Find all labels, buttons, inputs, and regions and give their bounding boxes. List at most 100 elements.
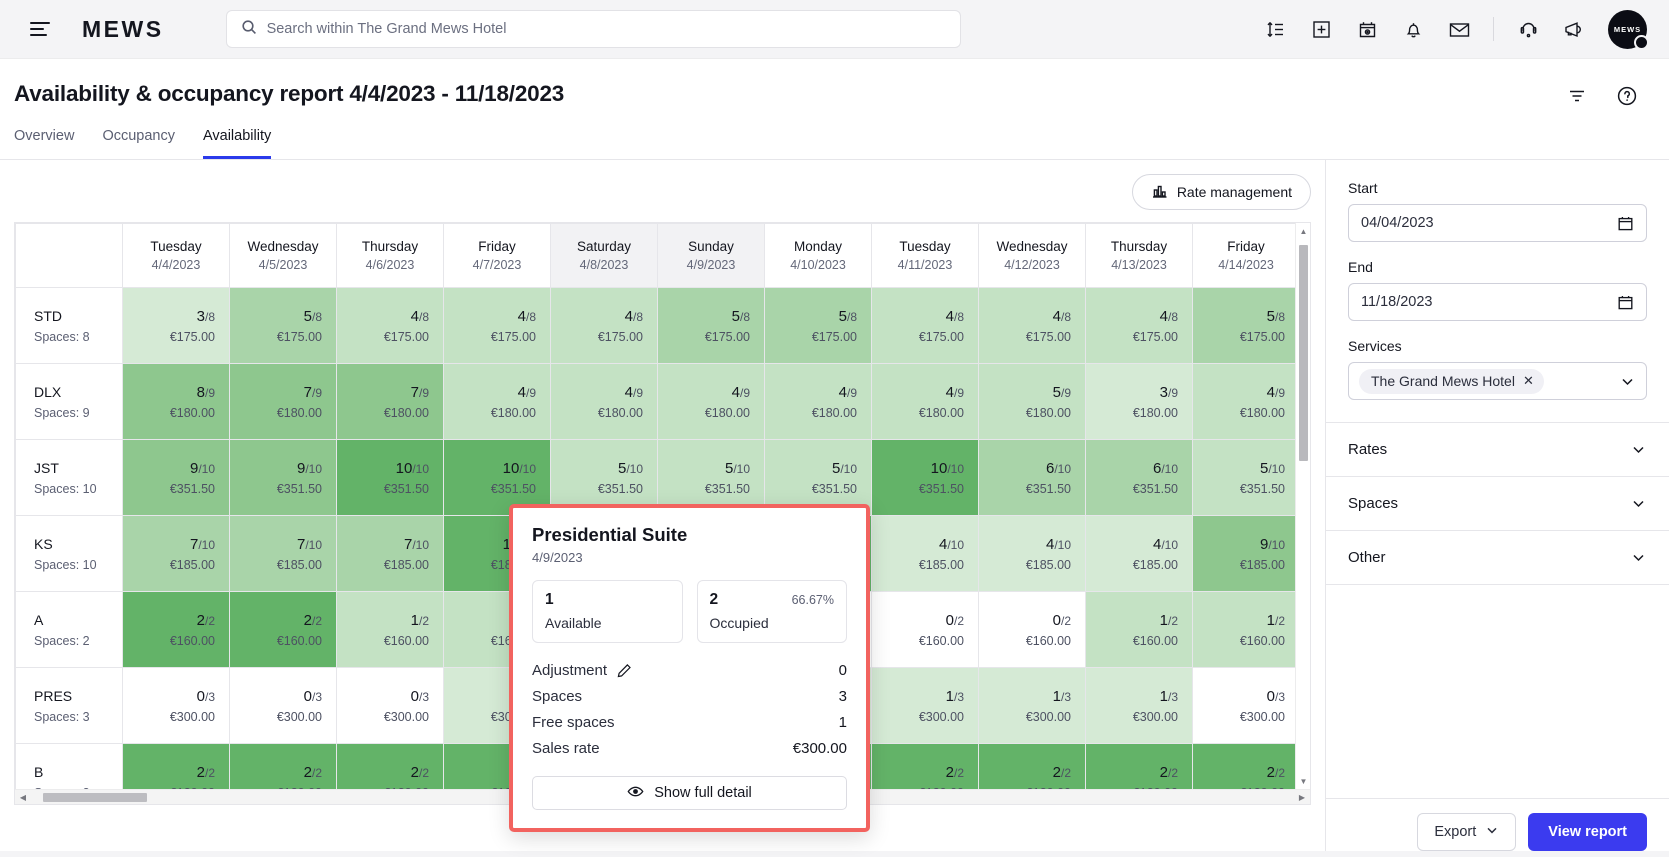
grid-cell[interactable]: 7/10 €185.00 [336, 515, 444, 592]
grid-cell[interactable]: 7/9 €180.00 [336, 363, 444, 440]
avatar[interactable]: MEWS [1608, 9, 1649, 50]
mail-icon[interactable] [1447, 17, 1471, 41]
grid-cell[interactable]: 4/8 €175.00 [550, 287, 658, 364]
grid-cell[interactable]: 1/2 €160.00 [1192, 591, 1300, 668]
grid-cell[interactable]: 1/3 €300.00 [1085, 667, 1193, 744]
rate-management-button[interactable]: Rate management [1131, 174, 1311, 210]
grid-cell[interactable]: 5/8 €175.00 [1192, 287, 1300, 364]
vertical-scroll-thumb[interactable] [1299, 245, 1308, 461]
hamburger-icon[interactable] [30, 17, 54, 41]
grid-cell[interactable]: 7/10 €185.00 [122, 515, 230, 592]
grid-cell[interactable]: 4/8 €175.00 [443, 287, 551, 364]
tab-availability[interactable]: Availability [202, 128, 272, 159]
view-report-button[interactable]: View report [1528, 813, 1647, 851]
grid-cell[interactable]: 6/10 €351.50 [1085, 439, 1193, 516]
grid-cell[interactable]: 4/9 €180.00 [871, 363, 979, 440]
grid-cell[interactable]: 1/3 €300.00 [871, 667, 979, 744]
services-select[interactable]: The Grand Mews Hotel ✕ [1348, 362, 1647, 400]
scroll-down-arrow[interactable]: ▼ [1299, 776, 1308, 786]
grid-cell[interactable]: 5/10 €351.50 [657, 439, 765, 516]
end-date-field[interactable] [1348, 283, 1647, 321]
grid-cell[interactable]: 4/10 €185.00 [1085, 515, 1193, 592]
grid-cell[interactable]: 9/10 €351.50 [229, 439, 337, 516]
grid-cell[interactable]: 4/8 €175.00 [871, 287, 979, 364]
close-icon[interactable]: ✕ [1522, 372, 1534, 388]
service-chip[interactable]: The Grand Mews Hotel ✕ [1359, 368, 1544, 394]
grid-cell[interactable]: 4/9 €180.00 [550, 363, 658, 440]
add-square-icon[interactable] [1309, 17, 1333, 41]
chevron-down-icon[interactable] [1630, 549, 1647, 566]
search-input[interactable] [266, 21, 946, 37]
grid-cell[interactable]: 5/10 €351.50 [1192, 439, 1300, 516]
accordion-other[interactable]: Other [1326, 531, 1669, 585]
megaphone-icon[interactable] [1562, 17, 1586, 41]
grid-cell[interactable]: 1/3 €300.00 [978, 667, 1086, 744]
grid-cell[interactable]: 5/9 €180.00 [978, 363, 1086, 440]
help-icon[interactable] [1615, 84, 1639, 108]
grid-cell[interactable]: 0/3 €300.00 [1192, 667, 1300, 744]
grid-cell[interactable]: 6/10 €351.50 [978, 439, 1086, 516]
grid-cell[interactable]: 8/9 €180.00 [122, 363, 230, 440]
grid-cell[interactable]: 9/10 €185.00 [1192, 515, 1300, 592]
calendar-icon[interactable] [1617, 294, 1634, 311]
grid-cell-price: €300.00 [169, 709, 215, 724]
vertical-scrollbar[interactable]: ▲ ▼ [1295, 223, 1310, 789]
grid-cell[interactable]: 4/10 €185.00 [978, 515, 1086, 592]
export-button[interactable]: Export [1417, 813, 1517, 851]
grid-cell[interactable]: 10/10 €351.50 [336, 439, 444, 516]
filter-icon[interactable] [1565, 84, 1589, 108]
grid-cell[interactable]: 0/3 €300.00 [229, 667, 337, 744]
accordion-spaces[interactable]: Spaces [1326, 477, 1669, 531]
grid-cell[interactable]: 0/3 €300.00 [336, 667, 444, 744]
start-date-input[interactable] [1361, 215, 1617, 231]
grid-cell[interactable]: 4/8 €175.00 [336, 287, 444, 364]
scroll-right-arrow[interactable]: ▶ [1298, 793, 1306, 802]
end-date-input[interactable] [1361, 294, 1617, 310]
sort-list-icon[interactable] [1263, 17, 1287, 41]
grid-cell[interactable]: 4/8 €175.00 [978, 287, 1086, 364]
grid-cell[interactable]: 1/2 €160.00 [1085, 591, 1193, 668]
grid-cell[interactable]: 4/10 €185.00 [871, 515, 979, 592]
headset-icon[interactable] [1516, 17, 1540, 41]
grid-cell[interactable]: 2/2 €160.00 [229, 591, 337, 668]
accordion-rates[interactable]: Rates [1326, 423, 1669, 477]
horizontal-scroll-thumb[interactable] [43, 793, 147, 802]
scroll-left-arrow[interactable]: ◀ [19, 793, 27, 802]
grid-cell[interactable]: 5/10 €351.50 [764, 439, 872, 516]
calendar-eye-icon[interactable] [1355, 17, 1379, 41]
bell-icon[interactable] [1401, 17, 1425, 41]
grid-cell[interactable]: 4/8 €175.00 [1085, 287, 1193, 364]
tab-overview[interactable]: Overview [14, 128, 75, 144]
grid-cell[interactable]: 5/10 €351.50 [550, 439, 658, 516]
grid-cell[interactable]: 4/9 €180.00 [1192, 363, 1300, 440]
grid-cell[interactable]: 5/8 €175.00 [657, 287, 765, 364]
edit-pencil-icon[interactable] [617, 663, 632, 678]
chevron-down-icon[interactable] [1630, 441, 1647, 458]
grid-cell[interactable]: 5/8 €175.00 [229, 287, 337, 364]
grid-cell[interactable]: 4/9 €180.00 [764, 363, 872, 440]
grid-cell[interactable]: 3/9 €180.00 [1085, 363, 1193, 440]
grid-cell[interactable]: 9/10 €351.50 [122, 439, 230, 516]
grid-cell[interactable]: 0/2 €160.00 [978, 591, 1086, 668]
grid-cell[interactable]: 5/8 €175.00 [764, 287, 872, 364]
grid-cell[interactable]: 7/9 €180.00 [229, 363, 337, 440]
start-date-field[interactable] [1348, 204, 1647, 242]
show-full-detail-button[interactable]: Show full detail [532, 776, 847, 810]
grid-cell[interactable]: 10/10 €351.50 [871, 439, 979, 516]
grid-cell[interactable]: 0/3 €300.00 [122, 667, 230, 744]
grid-cell[interactable]: 0/2 €160.00 [871, 591, 979, 668]
table-row: DLX Spaces: 9 8/9 €180.00 7/9 €180.00 7/9 €180.… [15, 363, 1300, 440]
chevron-down-icon[interactable] [1630, 495, 1647, 512]
grid-cell[interactable]: 1/2 €160.00 [336, 591, 444, 668]
grid-cell[interactable]: 3/8 €175.00 [122, 287, 230, 364]
scroll-up-arrow[interactable]: ▲ [1299, 226, 1308, 236]
grid-cell[interactable]: 2/2 €160.00 [122, 591, 230, 668]
grid-cell[interactable]: 4/9 €180.00 [443, 363, 551, 440]
grid-cell[interactable]: 7/10 €185.00 [229, 515, 337, 592]
calendar-icon[interactable] [1617, 215, 1634, 232]
tab-occupancy[interactable]: Occupancy [102, 128, 175, 144]
grid-cell[interactable]: 10/10 €351.50 [443, 439, 551, 516]
grid-cell[interactable]: 4/9 €180.00 [657, 363, 765, 440]
chevron-down-icon[interactable] [1619, 373, 1636, 390]
global-search[interactable] [225, 10, 961, 48]
